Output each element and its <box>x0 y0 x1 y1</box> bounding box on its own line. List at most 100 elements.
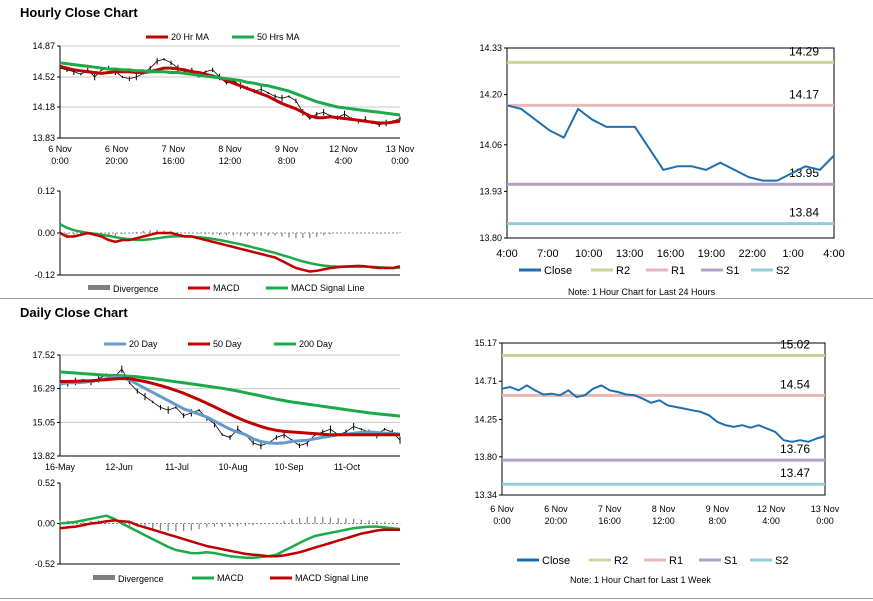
daily-levels-legend-r1-label: R1 <box>669 555 683 567</box>
hourly-levels-ytick-label: 14.06 <box>479 140 502 150</box>
hourly-note: Note: 1 Hour Chart for Last 24 Hours <box>568 287 716 297</box>
daily-price-bar-link <box>214 423 223 435</box>
daily-levels-xtick-label: 7 Nov <box>598 504 622 514</box>
daily-note: Note: 1 Hour Chart for Last 1 Week <box>570 575 711 585</box>
daily-price-bar-link <box>345 426 354 433</box>
hourly-price-ytick-label: 14.18 <box>32 102 55 112</box>
hourly-macd-ytick-label: 0.00 <box>37 228 55 238</box>
legend-hourly-macd-label: MACD <box>213 283 240 293</box>
daily-levels-legend-s1-label: S1 <box>724 555 737 567</box>
daily-macd-ytick-label: 0.52 <box>37 478 55 488</box>
legend-hourly-signal-label: MACD Signal Line <box>291 283 365 293</box>
legend-daily-macd-label: MACD <box>217 573 244 583</box>
hourly-price-bar-link <box>170 62 179 69</box>
hourly-price-bar-link <box>157 58 165 62</box>
hourly-price-bar-link <box>261 88 269 94</box>
hourly-macd-ytick-label: 0.12 <box>37 186 55 196</box>
hourly-price-bar-link <box>212 69 220 78</box>
hourly-levels-r2-value: 14.29 <box>789 44 819 58</box>
daily-levels-xtick-label: 12:00 <box>652 516 675 526</box>
hourly-price-bar-link <box>163 58 172 64</box>
daily-price-bar-link <box>322 428 331 433</box>
daily-price-bar-link <box>283 434 293 441</box>
daily-levels-xtick-label: 9 Nov <box>706 504 730 514</box>
daily-price-bar-link <box>137 390 146 397</box>
daily-200day-line <box>59 370 401 418</box>
legend-hourly-divergence-swatch <box>88 285 110 290</box>
daily-levels-plot-border <box>501 342 826 496</box>
daily-price-xtick-label: 11-Jul <box>165 462 189 472</box>
hourly-levels-xtick-label: 4:00 <box>823 248 844 260</box>
hourly-price-xtick-label: 0:00 <box>391 156 409 166</box>
daily-levels-ytick-label: 14.25 <box>474 414 497 424</box>
legend-50day-label: 50 Day <box>213 339 242 349</box>
hourly-price-xtick-label: 20:00 <box>105 156 128 166</box>
hourly-levels-ytick-label: 14.20 <box>479 90 502 100</box>
daily-levels-legend-close-label: Close <box>542 555 570 567</box>
legend-20hr-ma-label: 20 Hr MA <box>171 32 209 42</box>
legend-daily-divergence-swatch <box>93 575 115 580</box>
daily-price-xtick-label: 16-May <box>45 462 76 472</box>
hourly-price-bar-link <box>149 60 158 69</box>
daily-price-ytick-label: 13.82 <box>32 451 55 461</box>
hourly-price-bar-link <box>267 92 276 97</box>
daily-price-xtick-label: 10-Aug <box>218 462 247 472</box>
legend-50hr-ma-label: 50 Hrs MA <box>257 32 300 42</box>
hourly-price-bar-link <box>281 96 290 99</box>
daily-levels-ytick-label: 13.80 <box>474 452 497 462</box>
hourly-levels-r1-value: 14.17 <box>789 87 819 101</box>
hourly-price-xtick-label: 6 Nov <box>105 144 129 154</box>
daily-levels-ytick-label: 15.17 <box>474 338 497 348</box>
hourly-price-bar-link <box>275 96 283 99</box>
hourly-price-bar-link <box>73 71 81 75</box>
legend-200day-label: 200 Day <box>299 339 333 349</box>
hourly-levels-s2-value: 13.84 <box>789 206 819 220</box>
daily-price-xtick-label: 10-Sep <box>274 462 303 472</box>
daily-price-xtick-label: 12-Jun <box>105 462 133 472</box>
hourly-levels-xtick-label: 16:00 <box>657 248 685 260</box>
daily-levels-xtick-label: 6 Nov <box>490 504 514 514</box>
daily-levels-xtick-label: 0:00 <box>493 516 511 526</box>
hourly-price-bar-link <box>205 69 213 73</box>
hourly-price-xtick-label: 4:00 <box>335 156 353 166</box>
daily-price-bar-link <box>175 407 184 416</box>
hourly-20hr-ma-line <box>59 64 401 125</box>
legend-20day-label: 20 Day <box>129 339 158 349</box>
bottom-divider <box>0 598 873 599</box>
daily-levels-legend-s2-label: S2 <box>775 555 788 567</box>
legend-daily-signal-label: MACD Signal Line <box>295 573 369 583</box>
daily-section-title: Daily Close Chart <box>20 305 128 320</box>
hourly-price-bar-link <box>136 73 144 78</box>
daily-levels-legend-r2-label: R2 <box>614 555 628 567</box>
hourly-price-xtick-label: 6 Nov <box>48 144 72 154</box>
hourly-levels-ytick-label: 14.33 <box>479 43 502 53</box>
daily-levels-xtick-label: 8:00 <box>709 516 727 526</box>
daily-macd-signal-line <box>59 519 400 558</box>
daily-price-bar-link <box>222 434 231 438</box>
daily-levels-s2-value: 13.47 <box>780 466 810 480</box>
daily-price-ytick-label: 15.05 <box>32 417 55 427</box>
hourly-levels-xtick-label: 4:00 <box>496 248 517 260</box>
daily-price-ytick-label: 16.29 <box>32 384 55 394</box>
daily-levels-s1-value: 13.76 <box>780 442 810 456</box>
daily-price-bar-link <box>168 407 177 411</box>
daily-price-xtick-label: 11-Oct <box>334 462 361 472</box>
daily-price-bar-link <box>129 382 138 392</box>
hourly-price-bar-link <box>122 76 130 80</box>
hourly-price-xtick-label: 8:00 <box>278 156 296 166</box>
daily-levels-xtick-label: 8 Nov <box>652 504 676 514</box>
hourly-levels-xtick-label: 7:00 <box>537 248 558 260</box>
daily-price-bar-link <box>384 428 393 433</box>
daily-macd-ytick-label: 0.00 <box>37 519 55 529</box>
hourly-levels-xtick-label: 13:00 <box>616 248 644 260</box>
hourly-price-ytick-label: 13.83 <box>32 133 55 143</box>
hourly-price-xtick-label: 12 Nov <box>329 144 358 154</box>
hourly-price-bar-link <box>316 111 324 115</box>
hourly-macd-ytick-label: -0.12 <box>34 270 55 280</box>
hourly-50hr-ma-line <box>59 61 401 117</box>
daily-levels-ytick-label: 13.34 <box>474 490 497 500</box>
hourly-price-xtick-label: 9 Nov <box>275 144 299 154</box>
hourly-price-xtick-label: 8 Nov <box>218 144 242 154</box>
daily-price-bar-link <box>160 407 169 411</box>
